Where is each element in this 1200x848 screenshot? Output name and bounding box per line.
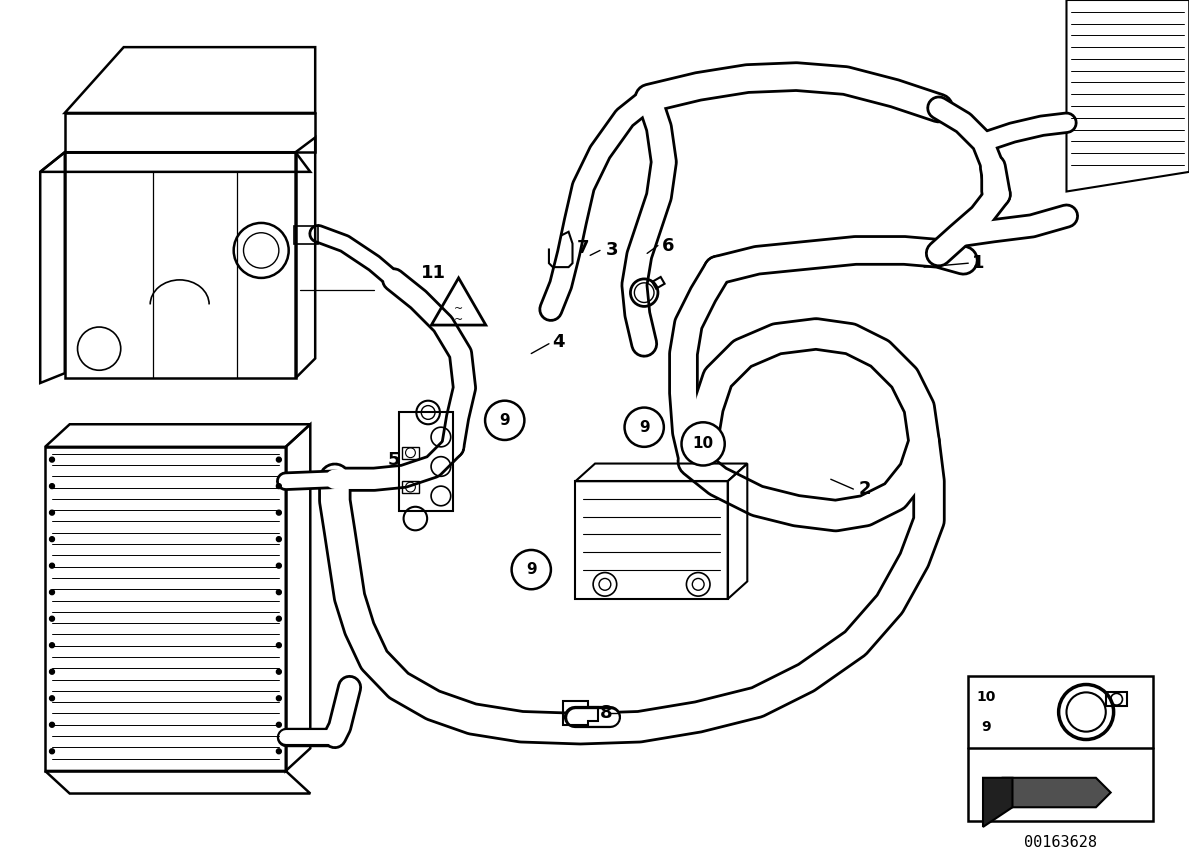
Text: 7: 7 <box>577 239 589 258</box>
Text: 9: 9 <box>526 562 536 577</box>
Circle shape <box>276 722 281 728</box>
Circle shape <box>276 696 281 700</box>
Circle shape <box>49 749 54 754</box>
Circle shape <box>49 696 54 700</box>
Bar <box>398 412 452 510</box>
Text: 6: 6 <box>661 237 674 254</box>
Circle shape <box>485 401 524 440</box>
Circle shape <box>682 422 725 466</box>
Circle shape <box>276 643 281 648</box>
Text: 9: 9 <box>982 720 991 734</box>
Text: 9: 9 <box>499 413 510 428</box>
Circle shape <box>49 589 54 594</box>
Circle shape <box>49 616 54 622</box>
Text: 4: 4 <box>552 332 565 351</box>
Circle shape <box>511 550 551 589</box>
Polygon shape <box>983 778 1013 827</box>
Text: 5: 5 <box>388 450 400 469</box>
Circle shape <box>276 537 281 542</box>
Circle shape <box>49 669 54 674</box>
Text: 11: 11 <box>420 264 445 282</box>
Text: 9: 9 <box>638 420 649 435</box>
Bar <box>402 447 419 459</box>
Text: ~
~: ~ ~ <box>454 304 463 325</box>
Text: 1: 1 <box>972 254 984 272</box>
Text: 10: 10 <box>977 690 996 705</box>
Circle shape <box>49 457 54 462</box>
Text: 00163628: 00163628 <box>1024 835 1097 848</box>
Bar <box>652 277 665 288</box>
Circle shape <box>624 408 664 447</box>
Circle shape <box>276 563 281 568</box>
Circle shape <box>276 749 281 754</box>
Text: 2: 2 <box>859 480 871 498</box>
Bar <box>402 481 419 493</box>
Circle shape <box>276 510 281 515</box>
Text: 10: 10 <box>692 437 714 451</box>
Bar <box>294 226 318 243</box>
Circle shape <box>276 669 281 674</box>
Bar <box>968 676 1153 821</box>
Text: 3: 3 <box>606 242 618 259</box>
Polygon shape <box>1003 778 1111 807</box>
Circle shape <box>49 722 54 728</box>
Circle shape <box>49 537 54 542</box>
Circle shape <box>49 510 54 515</box>
Text: 8: 8 <box>600 704 612 722</box>
Circle shape <box>49 643 54 648</box>
Circle shape <box>276 616 281 622</box>
Bar <box>1105 692 1127 706</box>
Circle shape <box>49 483 54 488</box>
Circle shape <box>49 563 54 568</box>
Circle shape <box>276 457 281 462</box>
Bar <box>576 481 727 599</box>
Circle shape <box>276 589 281 594</box>
Circle shape <box>276 483 281 488</box>
